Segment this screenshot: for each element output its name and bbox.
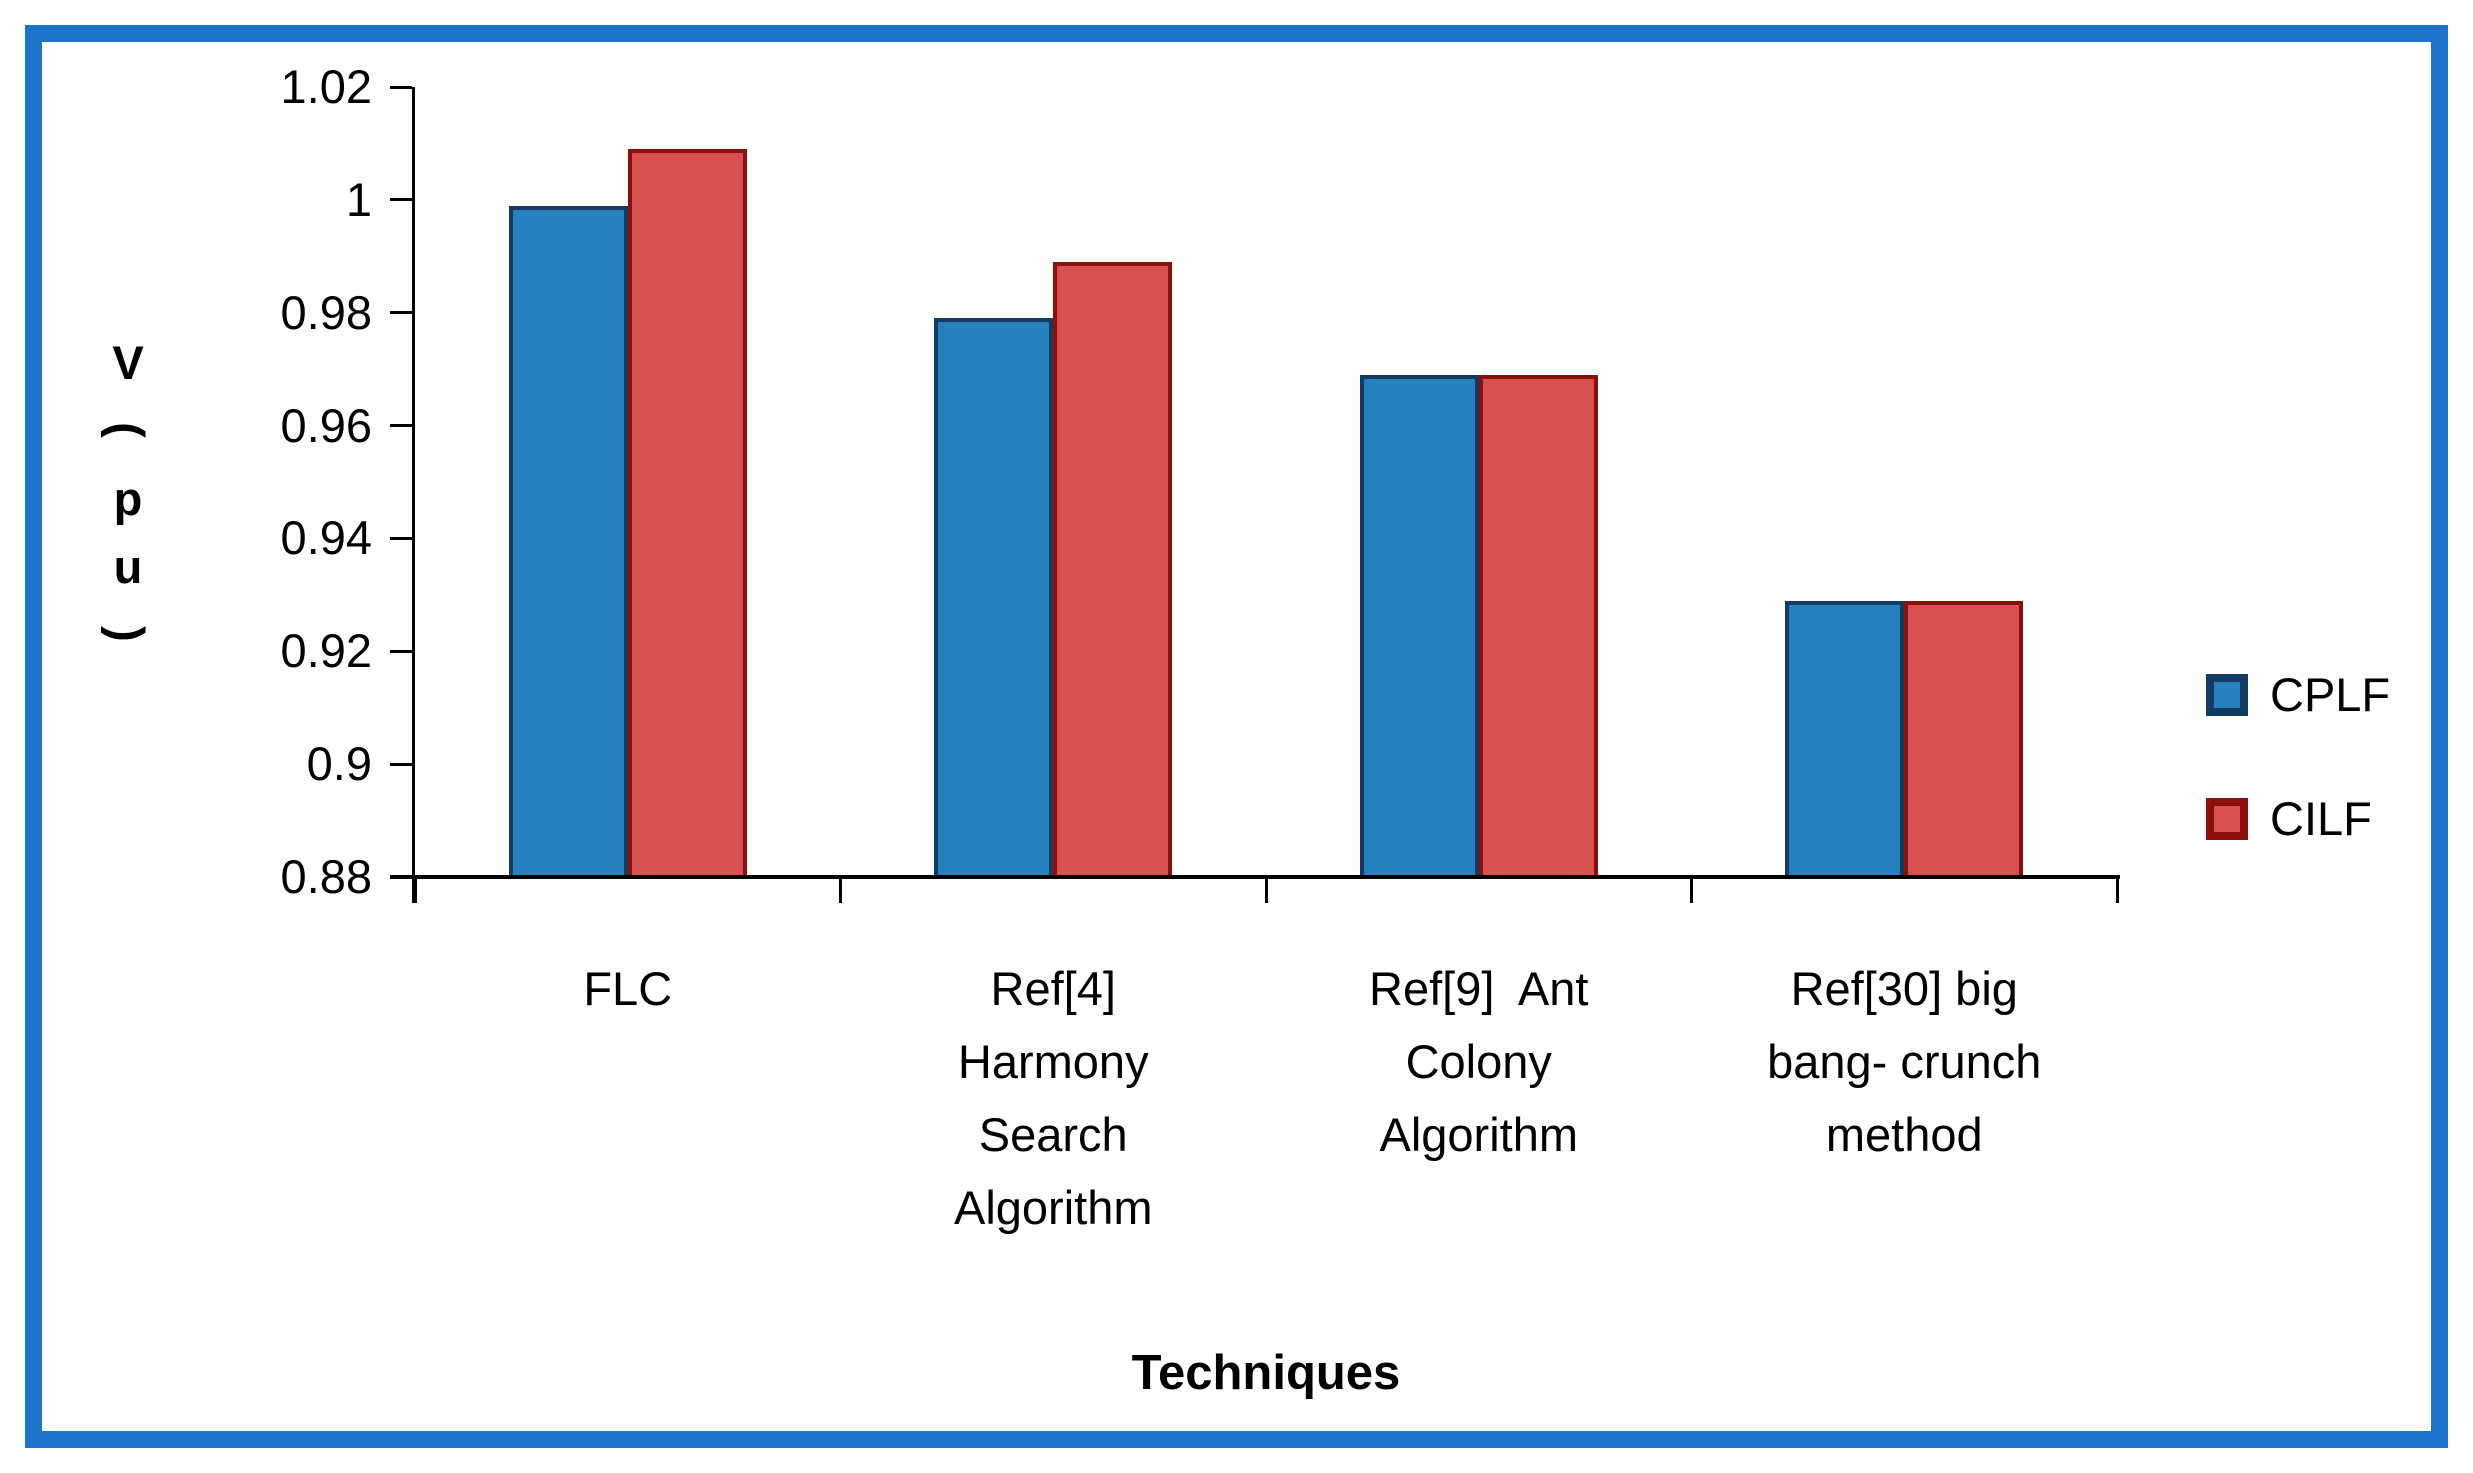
y-tick — [390, 85, 412, 89]
bar-cilf-3 — [1904, 600, 2024, 877]
y-axis-line — [412, 87, 415, 903]
bar-cplf-0 — [508, 205, 628, 877]
y-axis-title-glyph: p — [113, 471, 143, 525]
legend: CPLF CILF — [2206, 671, 2390, 842]
y-tick-label: 0.92 — [280, 624, 372, 678]
legend-label-cilf: CILF — [2270, 792, 2372, 845]
legend-item-cplf: CPLF — [2206, 671, 2390, 718]
y-tick-label: 0.98 — [280, 285, 372, 339]
y-tick-label: 0.88 — [280, 850, 372, 903]
y-tick-label: 1.02 — [280, 60, 372, 113]
y-tick — [390, 762, 412, 766]
y-tick — [390, 649, 412, 653]
bar-cilf-1 — [1053, 261, 1173, 877]
x-category-label-1: Ref[4] Harmony Search Algorithm — [953, 962, 1153, 1234]
legend-swatch-cplf — [2206, 673, 2248, 716]
y-axis-title-glyph: V — [112, 335, 144, 389]
y-tick-label: 0.9 — [306, 737, 372, 791]
legend-label-cplf: CPLF — [2270, 668, 2391, 721]
x-category-label-3: Ref[30] big bang- crunch method — [1767, 962, 2042, 1161]
y-tick — [390, 311, 412, 315]
x-category-label-0: FLC — [583, 962, 673, 1015]
x-axis-title: Techniques — [1131, 1346, 1401, 1400]
x-axis-line — [390, 875, 2120, 879]
bar-cplf-2 — [1359, 374, 1479, 877]
x-tick — [1264, 879, 1268, 903]
x-category-label-2: Ref[9] Ant Colony Algorithm — [1369, 962, 1589, 1161]
x-tick — [1690, 879, 1693, 903]
y-tick — [390, 536, 412, 540]
bar-cilf-2 — [1478, 374, 1598, 877]
y-tick — [390, 198, 412, 202]
x-tick — [2115, 879, 2119, 903]
y-tick — [390, 424, 412, 428]
y-tick-label: 0.94 — [280, 511, 372, 565]
y-axis-title-glyph: u — [113, 539, 143, 593]
legend-swatch-cilf — [2206, 797, 2248, 840]
y-axis-title: V(p u) — [90, 328, 166, 668]
bar-cilf-0 — [627, 149, 747, 877]
legend-item-cilf: CILF — [2206, 795, 2390, 842]
x-tick — [413, 879, 417, 903]
bar-cplf-3 — [1785, 600, 1905, 877]
y-tick — [390, 875, 412, 879]
bar-cplf-1 — [934, 318, 1054, 877]
x-tick — [839, 879, 842, 903]
y-tick-label: 0.96 — [280, 398, 372, 452]
y-tick-label: 1 — [345, 172, 372, 226]
